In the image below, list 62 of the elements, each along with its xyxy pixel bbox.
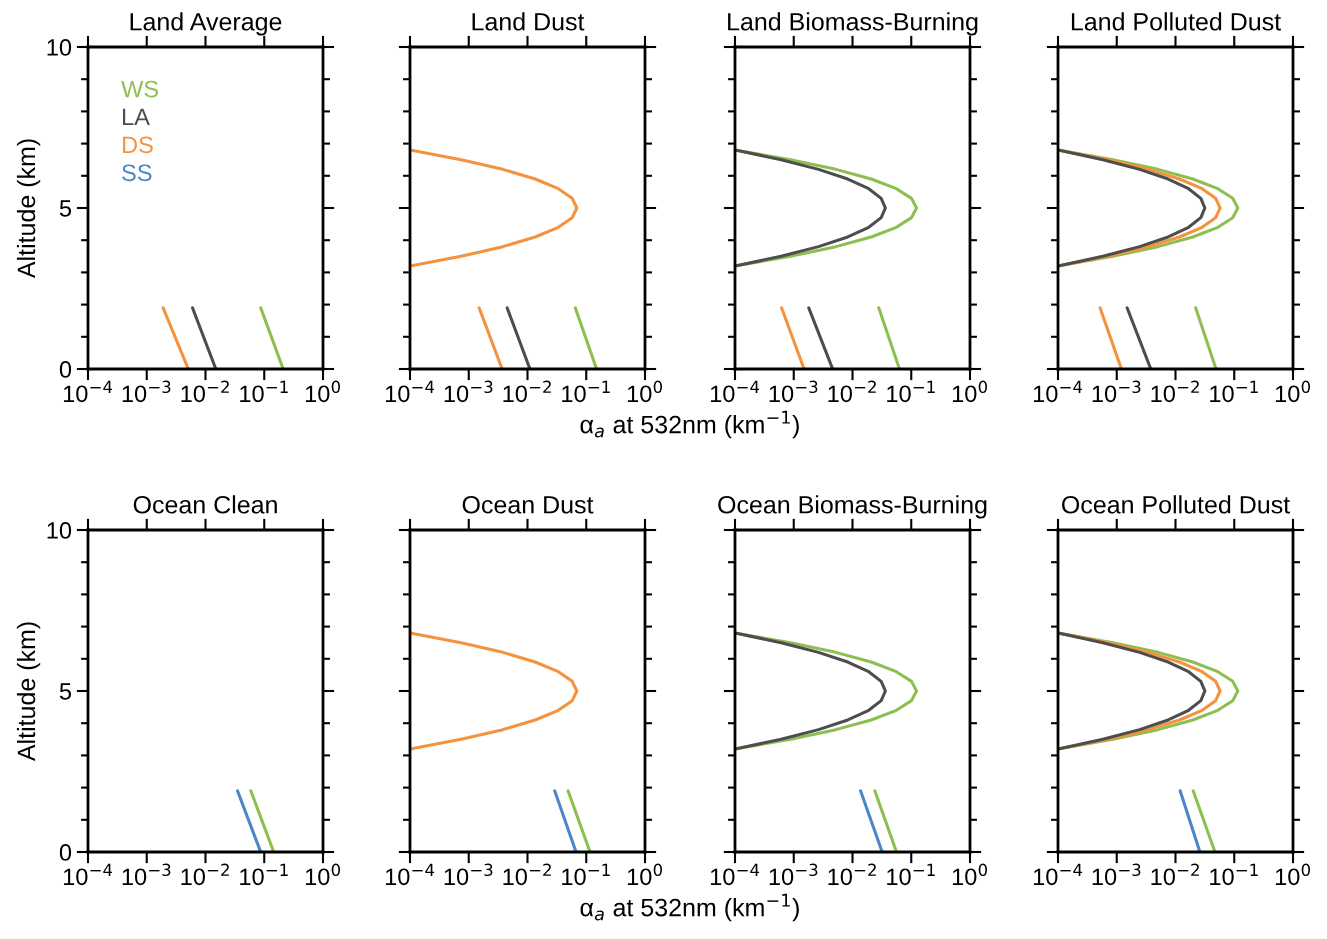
y-tick-label: 0 (59, 844, 72, 861)
x-tick-label: 10$^{−4}$ (1033, 863, 1083, 886)
chart-title: Ocean Biomass-Burning (718, 495, 987, 519)
x-tick-label: 10$^{−1}$ (240, 380, 288, 403)
chart-title: Land Average (130, 12, 282, 36)
x-tick-label: 10$^{−1}$ (1210, 380, 1258, 403)
x-tick-label: 10$^{0}$ (305, 863, 341, 886)
x-tick-label: 10$^{0}$ (952, 380, 988, 403)
x-tick-label: 10$^{−2}$ (1151, 863, 1199, 886)
chart-title: Ocean Clean (133, 495, 277, 514)
x-tick-label: 10$^{−1}$ (887, 380, 935, 403)
x-tick-label: 10$^{−2}$ (828, 863, 876, 886)
x-tick-label: 10$^{−3}$ (769, 863, 818, 886)
x-tick-label: 10$^{−4}$ (63, 863, 113, 886)
x-tick-label: 10$^{−2}$ (181, 863, 229, 886)
text: LA (122, 108, 150, 126)
y-tick-label: 5 (59, 200, 72, 217)
y-tick-label: 0 (59, 361, 72, 378)
x-tick-label: 10$^{−1}$ (887, 863, 935, 886)
y-tick-label: 5 (59, 683, 72, 700)
x-tick-label: 10$^{0}$ (305, 380, 341, 403)
x-tick-label: 10$^{−3}$ (1092, 863, 1141, 886)
chart-title: Ocean Polluted Dust (1062, 495, 1290, 514)
x-tick-label: 10$^{−2}$ (503, 380, 551, 403)
x-tick-label: 10$^{−3}$ (122, 380, 171, 403)
text: DS (122, 136, 153, 154)
x-tick-label: 10$^{0}$ (1275, 380, 1311, 403)
x-tick-label: 10$^{0}$ (627, 863, 663, 886)
x-tick-label: 10$^{−3}$ (769, 380, 818, 403)
x-tick-label: 10$^{−3}$ (444, 863, 493, 886)
y-axis-title: Altitude (km) (16, 622, 41, 762)
x-tick-label: 10$^{−3}$ (1092, 380, 1141, 403)
x-tick-label: 10$^{−2}$ (503, 863, 551, 886)
x-axis-title: α$_{a}$ at 532nm (km$^{−1}$) (580, 893, 799, 922)
text: WS (121, 80, 159, 98)
x-tick-label: 10$^{−4}$ (63, 380, 113, 403)
x-tick-label: 10$^{−2}$ (181, 380, 229, 403)
x-axis-title: α$_{a}$ at 532nm (km$^{−1}$) (580, 410, 799, 439)
x-tick-label: 10$^{−3}$ (122, 863, 171, 886)
y-axis-title: Altitude (km) (16, 139, 41, 279)
x-tick-label: 10$^{−1}$ (562, 863, 610, 886)
x-tick-label: 10$^{−4}$ (710, 380, 760, 403)
x-tick-label: 10$^{0}$ (952, 863, 988, 886)
x-tick-label: 10$^{−1}$ (1210, 863, 1258, 886)
y-tick-label: 10 (47, 39, 72, 56)
legend-label: SS (122, 164, 152, 182)
x-tick-label: 10$^{0}$ (627, 380, 663, 403)
chart-title: Land Polluted Dust (1071, 12, 1281, 31)
x-tick-label: 10$^{−4}$ (710, 863, 760, 886)
x-tick-label: 10$^{−1}$ (240, 863, 288, 886)
chart-title: Land Dust (472, 12, 585, 31)
x-tick-label: 10$^{−3}$ (444, 380, 493, 403)
y-tick-label: 10 (47, 522, 72, 539)
x-tick-label: 10$^{−1}$ (562, 380, 610, 403)
chart-title: Land Biomass-Burning (728, 12, 978, 36)
chart-title: Ocean Dust (462, 495, 594, 514)
x-tick-label: 10$^{−4}$ (1033, 380, 1083, 403)
x-tick-label: 10$^{−4}$ (385, 380, 435, 403)
x-tick-label: 10$^{−2}$ (828, 380, 876, 403)
x-tick-label: 10$^{−4}$ (385, 863, 435, 886)
x-tick-label: 10$^{0}$ (1275, 863, 1311, 886)
x-tick-label: 10$^{−2}$ (1151, 380, 1199, 403)
